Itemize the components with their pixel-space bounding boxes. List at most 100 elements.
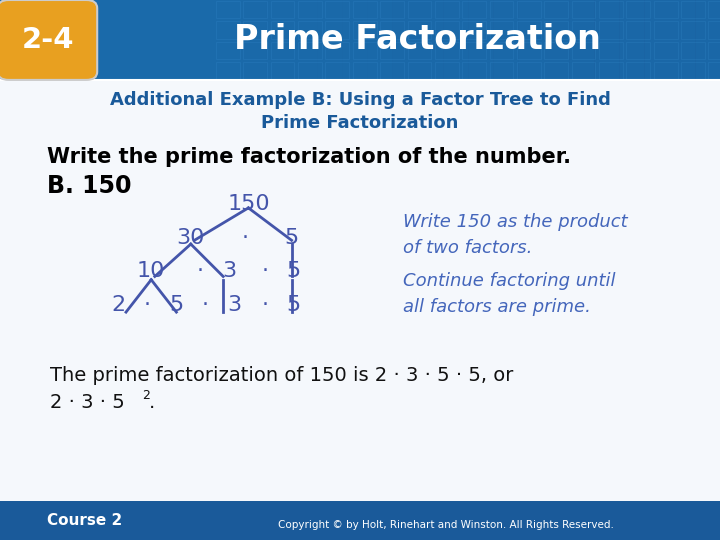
Text: 3: 3	[222, 261, 236, 281]
Text: ·: ·	[202, 295, 209, 315]
Bar	[518, 0, 544, 80]
Bar	[654, 42, 678, 59]
Text: ·: ·	[144, 295, 151, 315]
Bar	[298, 62, 322, 80]
Bar	[353, 62, 377, 80]
Bar	[380, 62, 404, 80]
Bar	[342, 0, 368, 80]
Bar	[317, 0, 343, 80]
Bar	[517, 62, 541, 80]
Bar	[654, 1, 678, 18]
Bar	[0, 501, 720, 540]
Text: B. 150: B. 150	[47, 174, 131, 198]
Text: 2: 2	[112, 295, 126, 315]
Bar	[216, 21, 240, 39]
Bar	[670, 0, 696, 80]
Bar	[572, 42, 595, 59]
Bar	[243, 62, 267, 80]
Text: 3: 3	[227, 295, 241, 315]
Bar	[490, 21, 513, 39]
Bar	[380, 42, 404, 59]
Bar	[443, 0, 469, 80]
Bar	[408, 1, 431, 18]
Text: 2-4: 2-4	[22, 26, 73, 54]
Bar	[435, 62, 459, 80]
Bar	[216, 42, 240, 59]
Bar	[462, 62, 486, 80]
Text: Course 2: Course 2	[47, 513, 122, 528]
Bar	[243, 1, 267, 18]
Bar	[569, 0, 595, 80]
Text: Write the prime factorization of the number.: Write the prime factorization of the num…	[47, 146, 571, 167]
Text: 10: 10	[137, 261, 166, 281]
Bar	[572, 1, 595, 18]
Bar	[572, 62, 595, 80]
Bar	[418, 0, 444, 80]
Bar	[544, 42, 568, 59]
Bar	[266, 0, 292, 80]
Bar	[517, 21, 541, 39]
Text: ·: ·	[261, 261, 269, 281]
Bar	[298, 1, 322, 18]
Bar	[380, 1, 404, 18]
Bar	[544, 1, 568, 18]
Bar	[0, 0, 720, 80]
Bar	[462, 21, 486, 39]
Bar	[695, 0, 720, 80]
Bar	[594, 0, 620, 80]
Bar	[353, 1, 377, 18]
Bar	[544, 21, 568, 39]
Bar	[462, 1, 486, 18]
Text: 2: 2	[142, 389, 150, 402]
Bar	[408, 42, 431, 59]
Bar	[298, 42, 322, 59]
Bar	[644, 0, 670, 80]
Bar	[271, 42, 294, 59]
Bar	[490, 62, 513, 80]
Bar	[708, 1, 720, 18]
Bar	[572, 21, 595, 39]
Text: Prime Factorization: Prime Factorization	[234, 23, 601, 57]
Bar	[626, 62, 650, 80]
Bar	[353, 42, 377, 59]
Bar	[353, 21, 377, 39]
Bar	[599, 21, 623, 39]
Bar	[435, 42, 459, 59]
Bar	[367, 0, 393, 80]
Bar	[241, 0, 267, 80]
Bar	[517, 1, 541, 18]
Bar	[380, 21, 404, 39]
Bar	[490, 1, 513, 18]
Bar	[435, 21, 459, 39]
Text: The prime factorization of 150 is 2 · 3 · 5 · 5, or: The prime factorization of 150 is 2 · 3 …	[50, 366, 514, 385]
Bar	[216, 62, 240, 80]
Text: Additional Example B: Using a Factor Tree to Find: Additional Example B: Using a Factor Tre…	[109, 91, 611, 109]
Bar	[271, 1, 294, 18]
Bar	[544, 0, 570, 80]
Bar	[626, 21, 650, 39]
Bar	[271, 62, 294, 80]
Bar	[243, 21, 267, 39]
Bar	[681, 1, 705, 18]
Text: 5: 5	[284, 227, 299, 248]
Bar	[408, 62, 431, 80]
Bar	[544, 62, 568, 80]
Bar	[392, 0, 418, 80]
Text: .: .	[149, 393, 156, 412]
Bar	[216, 1, 240, 18]
Bar	[517, 42, 541, 59]
Bar	[493, 0, 519, 80]
Bar	[708, 21, 720, 39]
Text: ·: ·	[241, 227, 248, 248]
Bar	[490, 42, 513, 59]
Bar	[462, 42, 486, 59]
Bar	[599, 62, 623, 80]
Bar	[708, 42, 720, 59]
Text: 5: 5	[169, 295, 184, 315]
Bar	[619, 0, 645, 80]
Bar	[599, 42, 623, 59]
Text: 5: 5	[287, 295, 301, 315]
Text: 2 · 3 · 5: 2 · 3 · 5	[50, 393, 125, 412]
Bar	[626, 42, 650, 59]
Text: Prime Factorization: Prime Factorization	[261, 114, 459, 132]
